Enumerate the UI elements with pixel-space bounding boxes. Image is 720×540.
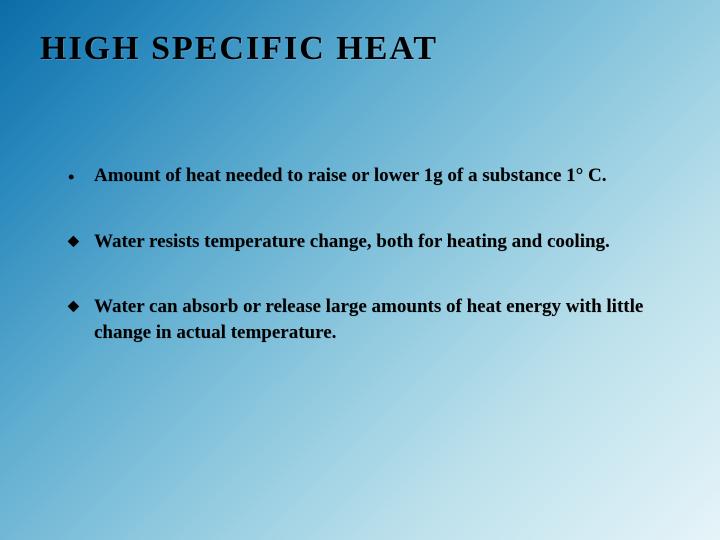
list-item: ◆ Water resists temperature change, both… — [68, 229, 680, 255]
bullet-text: Amount of heat needed to raise or lower … — [94, 165, 606, 186]
list-item: ◆ Water can absorb or release large amou… — [68, 294, 680, 345]
bullet-text: Water resists temperature change, both f… — [94, 231, 610, 252]
bullet-diamond-icon: ◆ — [68, 231, 79, 253]
slide-title: HIGH SPECIFIC HEAT — [40, 30, 680, 68]
bullet-text: Water can absorb or release large amount… — [94, 296, 643, 343]
bullet-diamond-icon: ◆ — [68, 296, 79, 318]
list-item: • Amount of heat needed to raise or lowe… — [68, 163, 680, 189]
bullet-dot-icon: • — [68, 163, 74, 192]
slide: HIGH SPECIFIC HEAT • Amount of heat need… — [0, 0, 720, 540]
bullet-list: • Amount of heat needed to raise or lowe… — [40, 163, 680, 346]
